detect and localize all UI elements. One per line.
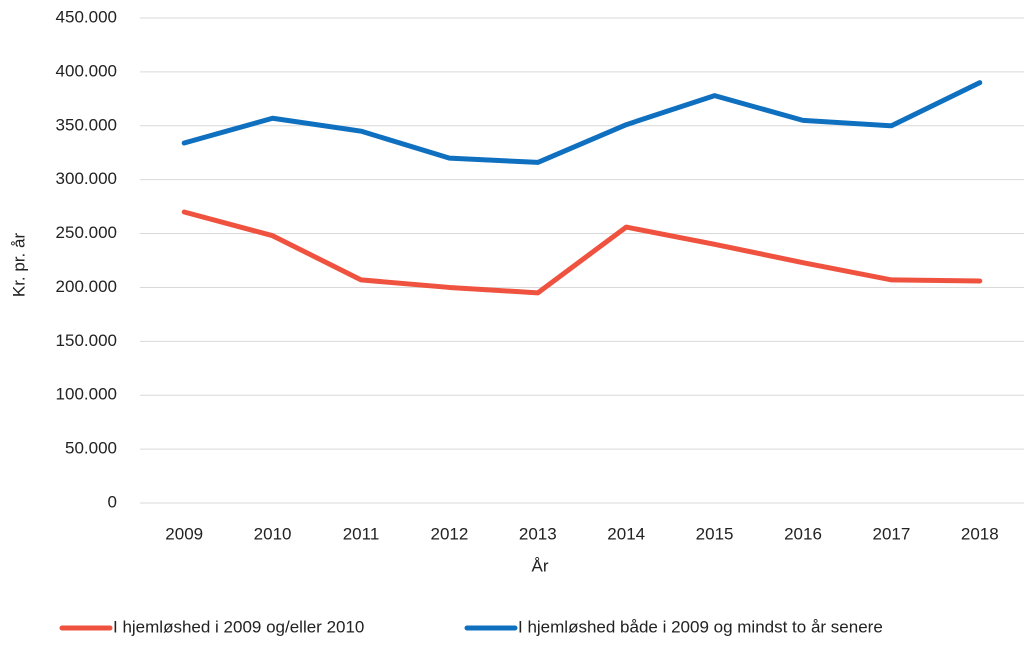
y-tick-label: 0 [108,492,117,511]
y-tick-label: 400.000 [56,61,117,80]
y-tick-label: 150.000 [56,331,117,350]
y-tick-label: 300.000 [56,169,117,188]
x-tick-label: 2010 [254,524,292,543]
x-tick-label: 2015 [696,524,734,543]
x-tick-label: 2009 [165,524,203,543]
legend-label: I hjemløshed både i 2009 og mindst to år… [518,617,883,636]
x-tick-label: 2013 [519,524,557,543]
y-tick-label: 250.000 [56,223,117,242]
x-axis-label: År [532,556,549,575]
y-tick-label: 350.000 [56,115,117,134]
x-tick-label: 2017 [872,524,910,543]
series-line [181,209,983,296]
x-tick-label: 2018 [961,524,999,543]
legend-label: I hjemløshed i 2009 og/eller 2010 [113,617,364,636]
x-tick-label: 2012 [430,524,468,543]
y-tick-label: 200.000 [56,277,117,296]
y-axis-label: Kr. pr. år [9,233,28,298]
x-tick-label: 2011 [343,524,380,543]
x-tick-label: 2016 [784,524,822,543]
series-line [181,80,983,165]
y-tick-label: 50.000 [65,439,117,458]
y-tick-label: 100.000 [56,385,117,404]
y-tick-label: 450.000 [56,7,117,26]
x-tick-label: 2014 [607,524,645,543]
